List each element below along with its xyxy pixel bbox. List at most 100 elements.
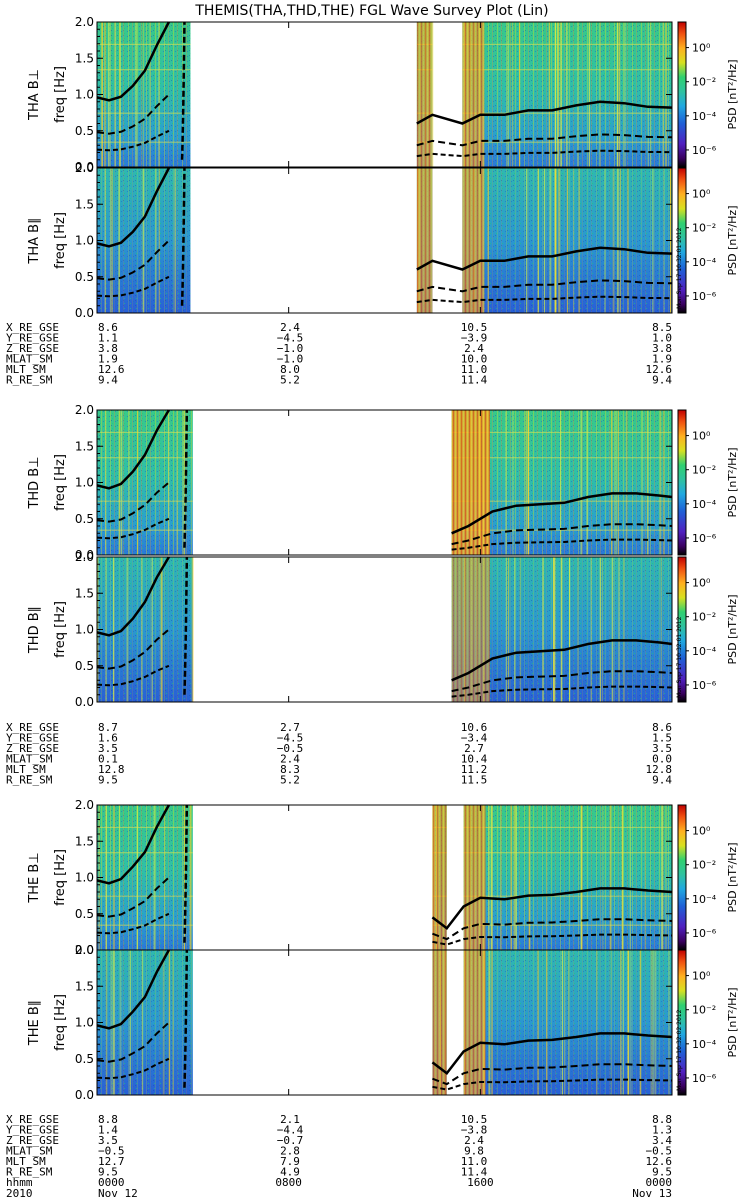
wave-streak xyxy=(189,805,191,950)
wave-streak xyxy=(537,950,539,1095)
wave-streak xyxy=(158,168,160,313)
ephemeris-value: 2.8 xyxy=(280,1145,300,1158)
gyrofrequency-harmonic-line xyxy=(432,918,673,941)
wave-streak xyxy=(529,805,531,950)
wave-streak xyxy=(580,410,582,555)
ephemeris-value: 9.4 xyxy=(652,374,672,387)
generation-stamp: Mon Sep 17 10:32:02 2012 xyxy=(676,1009,683,1091)
intense-wave-region xyxy=(451,557,490,702)
wave-streak xyxy=(568,950,570,1095)
wave-streak xyxy=(573,168,575,313)
ephemeris-label: MLAT_SM xyxy=(6,1145,53,1158)
harmonic-line xyxy=(451,431,672,433)
ephemeris-value: 10.6 xyxy=(461,721,488,734)
wave-streak xyxy=(601,557,603,702)
wave-streak xyxy=(644,805,646,950)
y-axis-label: freq [Hz] xyxy=(53,66,68,123)
colorbar-tick-label: 10⁻⁴ xyxy=(692,498,717,511)
intense-wave-region xyxy=(463,950,486,1095)
spectrogram-panel: 0.0 0.5 1.0 1.5 2.0 THE B∥ freq [Hz] 10⁰ 10⁻² 10⁻… xyxy=(27,943,739,1102)
ephemeris-label: R_RE_SM xyxy=(6,1166,53,1179)
harmonic-line xyxy=(451,529,672,531)
gyrofrequency-harmonic-line xyxy=(416,279,673,293)
gyrofrequency-line xyxy=(96,409,170,490)
wave-streak xyxy=(109,168,111,313)
intense-wave-region xyxy=(462,168,485,313)
wave-streak xyxy=(660,410,662,555)
harmonic-line xyxy=(97,457,193,459)
wave-streak xyxy=(586,410,588,555)
wave-streak xyxy=(488,950,490,1095)
y-axis-label: freq [Hz] xyxy=(53,849,68,906)
wave-streak xyxy=(558,168,560,313)
x-tick-label: 1600 xyxy=(467,1176,494,1189)
ephemeris-table: X_RE_GSE 8.6 2.4 10.5 8.5 Y_RE_GSE 1.1 −4.5 −3.9… xyxy=(6,321,672,387)
ephemeris-value: 2.7 xyxy=(280,721,300,734)
wave-streak xyxy=(560,22,562,167)
gyrofrequency-rise-line xyxy=(183,949,189,1088)
wave-streak xyxy=(108,22,110,167)
ephemeris-value: 3.5 xyxy=(98,1134,118,1147)
ephemeris-value: 1.4 xyxy=(98,1124,118,1137)
ephemeris-value: −0.5 xyxy=(646,1145,673,1158)
wave-streak xyxy=(505,410,507,555)
wave-streak xyxy=(554,168,556,313)
gyrofrequency-harmonic-line xyxy=(451,670,673,693)
colorbar-frame xyxy=(677,556,687,703)
intense-wave-region xyxy=(462,22,485,167)
y-tick-label: 0.0 xyxy=(75,548,94,562)
colorbar-frame xyxy=(677,409,687,556)
ephemeris-label: Z_RE_GSE xyxy=(6,742,59,755)
ephemeris-value: 11.0 xyxy=(461,1155,488,1168)
ephemeris-value: −1.0 xyxy=(277,353,304,366)
y-tick-label: 0.0 xyxy=(75,943,94,957)
colorbar-tick-label: 10⁰ xyxy=(692,42,711,55)
wave-streak xyxy=(625,410,627,555)
ephemeris-value: −4.5 xyxy=(277,732,304,745)
ephemeris-label: Z_RE_GSE xyxy=(6,1134,59,1147)
wave-streak xyxy=(590,557,592,702)
wave-streak xyxy=(174,168,176,313)
harmonic-line xyxy=(97,112,191,114)
colorbar-tick-label: 10⁻² xyxy=(692,464,716,477)
wave-streak xyxy=(505,557,507,702)
y-tick-label: 1.0 xyxy=(75,1016,94,1030)
intense-wave-region xyxy=(432,950,447,1095)
ephemeris-value: −4.4 xyxy=(277,1124,304,1137)
wave-streak xyxy=(553,557,555,702)
colorbar-tick-label: 10⁻⁶ xyxy=(692,532,717,545)
colorbar-frame xyxy=(677,167,687,314)
wave-streak xyxy=(106,950,108,1095)
y-tick-label: 1.0 xyxy=(75,88,94,102)
y-tick-label: 0.0 xyxy=(75,695,94,709)
wave-streak xyxy=(647,22,649,167)
ephemeris-value: 10.4 xyxy=(461,753,488,766)
y-tick-label: 0.0 xyxy=(75,306,94,320)
wave-streak xyxy=(113,950,115,1095)
wave-streak xyxy=(119,22,121,167)
wave-streak xyxy=(596,950,598,1095)
wave-streak xyxy=(616,22,619,167)
y-tick-label: 1.5 xyxy=(75,979,94,993)
ephemeris-value: 8.6 xyxy=(652,721,672,734)
wave-streak xyxy=(149,22,151,167)
gyrofrequency-line xyxy=(96,556,170,637)
colorbar xyxy=(678,410,686,555)
wave-streak xyxy=(136,805,138,950)
gyrofrequency-harmonic-line xyxy=(416,133,673,147)
ephemeris-value: 8.8 xyxy=(98,1113,118,1126)
colorbar-tick-label: 10⁻⁶ xyxy=(692,1072,717,1085)
ephemeris-value: 10.0 xyxy=(461,353,488,366)
wave-streak xyxy=(432,22,434,167)
wave-streak xyxy=(612,557,614,702)
gyrofrequency-harmonic-line xyxy=(96,664,170,687)
wave-streak xyxy=(141,557,143,702)
harmonic-line xyxy=(97,43,191,45)
ephemeris-label: MLT_SM xyxy=(6,1155,46,1168)
wave-streak xyxy=(578,168,580,313)
wave-streak xyxy=(617,410,619,555)
colorbar-tick-label: 10⁻⁶ xyxy=(692,927,717,940)
harmonic-line xyxy=(462,141,672,143)
wave-streak xyxy=(548,22,550,167)
ephemeris-label: MLT_SM xyxy=(6,763,46,776)
